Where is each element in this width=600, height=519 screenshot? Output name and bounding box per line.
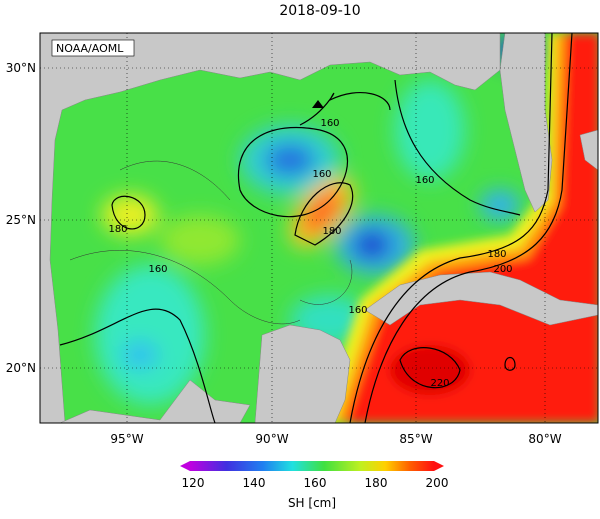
contour-label: 160 <box>320 118 339 129</box>
colorbar-end <box>180 461 190 471</box>
contours <box>59 33 573 423</box>
contour-label: 180 <box>108 224 127 235</box>
lon-label: 80°W <box>528 432 561 446</box>
lon-label: 90°W <box>255 432 288 446</box>
map-title: 2018-09-10 <box>279 3 360 19</box>
source-label: NOAA/AOML <box>56 42 124 55</box>
contour-label: 160 <box>312 169 331 180</box>
colorbar-label: SH [cm] <box>288 496 336 510</box>
contour-label: 160 <box>415 175 434 186</box>
contour-label: 180 <box>487 249 506 260</box>
lat-label: 30°N <box>6 61 36 75</box>
marker <box>312 100 324 108</box>
lon-label: 85°W <box>399 432 432 446</box>
colorbar-tick-label: 200 <box>426 476 449 490</box>
land <box>40 33 598 423</box>
colorbar-tick-label: 120 <box>182 476 205 490</box>
colorbar <box>190 461 434 471</box>
colorbar-end <box>434 461 444 471</box>
map-area <box>40 33 598 423</box>
colorbar-tick-label: 140 <box>243 476 266 490</box>
lat-label: 20°N <box>6 361 36 375</box>
map-frame <box>39 32 599 424</box>
contour-label: 180 <box>322 226 341 237</box>
lat-label: 25°N <box>6 213 36 227</box>
source-box <box>51 39 135 57</box>
colorbar-tick-label: 160 <box>304 476 327 490</box>
contour-label: 220 <box>430 378 449 389</box>
grid <box>40 33 598 423</box>
lon-label: 95°W <box>110 432 143 446</box>
contour-label: 160 <box>348 305 367 316</box>
contour-label: 160 <box>148 264 167 275</box>
contour-label: 200 <box>493 264 512 275</box>
colorbar-tick-label: 180 <box>365 476 388 490</box>
